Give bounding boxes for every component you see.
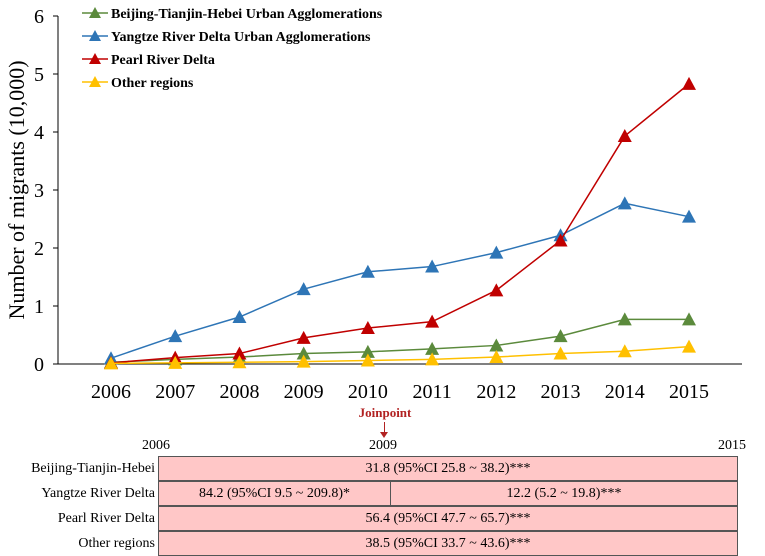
bar-yrd-segment-1: 84.2 (95%CI 9.5 ~ 209.8)* (158, 481, 391, 506)
legend-entry-0: Beijing-Tianjin-Hebei Urban Agglomeratio… (111, 7, 383, 22)
series-line-0 (110, 318, 689, 364)
series-0-point (617, 312, 632, 326)
x-tick-label: 2006 (91, 381, 131, 403)
year-start-label: 2006 (142, 438, 170, 453)
series-line-3 (110, 345, 690, 365)
series-1-point (617, 196, 632, 210)
series-0-point (682, 312, 696, 326)
series-2-point (232, 346, 247, 360)
bar-yrd-segment-2: 12.2 (5.2 ~ 19.8)*** (390, 481, 738, 506)
series-3-point (232, 355, 247, 369)
row-label-other: Other regions (78, 536, 155, 551)
series-3-point (104, 356, 118, 370)
y-axis-label: Number of migrants (10,000) (4, 60, 29, 319)
y-tick-label: 2 (34, 238, 44, 260)
y-tick-label: 4 (34, 122, 44, 144)
series-2-point (489, 283, 504, 297)
x-tick-label: 2013 (541, 381, 581, 403)
series-1-point (232, 310, 247, 324)
series-2-point (360, 321, 375, 335)
series-1-point (168, 329, 183, 343)
legend-marker-2 (89, 53, 101, 64)
series-line-2 (110, 83, 690, 364)
y-tick-label: 0 (34, 354, 44, 376)
line-chart: 0 1 2 3 4 5 6 2006 2007 2008 2009 2010 2011 2012 2013… (4, 6, 742, 403)
y-tick-label: 1 (34, 296, 44, 318)
series-3-point (617, 344, 632, 358)
x-tick-label: 2008 (219, 381, 259, 403)
series-2-point (425, 314, 440, 328)
joinpoint-table: Joinpoint 2006 2009 2015 Beijing-Tianjin… (0, 405, 765, 556)
year-joint-label: 2009 (369, 438, 397, 453)
series-3-point (296, 354, 311, 368)
series-0-point (553, 329, 568, 343)
x-tick-labels: 2006 2007 2008 2009 2010 2011 2012 2013 2014 2015 (91, 381, 709, 403)
series-3-point (489, 350, 504, 364)
legend-marker-3 (89, 76, 101, 87)
series-3-point (425, 352, 440, 366)
legend-entry-1: Yangtze River Delta Urban Agglomerations (111, 30, 371, 45)
x-tick-label: 2011 (412, 381, 451, 403)
x-tick-label: 2010 (348, 381, 388, 403)
series-0-point (296, 346, 311, 360)
series-3-point (553, 346, 568, 360)
series-2-point (553, 233, 568, 247)
series-1-point (489, 245, 504, 259)
series-3-point (168, 355, 183, 369)
bar-prd-segment: 56.4 (95%CI 47.7 ~ 65.7)*** (158, 506, 738, 531)
series-1-point (360, 264, 375, 278)
series-0-point (425, 341, 440, 355)
series-1-point (682, 209, 696, 223)
x-tick-label: 2015 (669, 381, 709, 403)
bar-other-segment: 38.5 (95%CI 33.7 ~ 43.6)*** (158, 531, 738, 556)
bar-bth-segment: 31.8 (95%CI 25.8 ~ 38.2)*** (158, 456, 738, 481)
x-tick-label: 2012 (476, 381, 516, 403)
x-tick-label: 2007 (155, 381, 195, 403)
chart-legend: Beijing-Tianjin-Hebei Urban Agglomeratio… (82, 7, 383, 91)
x-tick-label: 2014 (605, 381, 645, 403)
legend-marker-0 (89, 7, 101, 18)
legend-marker-1 (89, 30, 101, 41)
series-1-point (425, 259, 440, 273)
series-2-point (617, 129, 632, 143)
series-3-point (360, 353, 375, 367)
joinpoint-label: Joinpoint (358, 405, 412, 420)
series-3-point (682, 339, 696, 353)
legend-entry-3: Other regions (111, 76, 194, 91)
y-tick-label: 3 (34, 180, 44, 202)
series-line-1 (110, 202, 690, 359)
series-0-point (489, 338, 504, 352)
row-label-bth: Beijing-Tianjin-Hebei (31, 461, 155, 476)
row-label-prd: Pearl River Delta (57, 511, 155, 526)
series-2-point (682, 76, 696, 90)
chart-axes (53, 15, 742, 365)
legend-entry-2: Pearl River Delta (111, 53, 215, 68)
y-tick-labels: 0 1 2 3 4 5 6 (34, 6, 44, 376)
chart-series (104, 76, 696, 370)
y-tick-label: 6 (34, 6, 44, 28)
x-tick-label: 2009 (284, 381, 324, 403)
series-1-point (296, 282, 311, 296)
y-tick-label: 5 (34, 64, 44, 86)
joinpoint-arrow-icon (384, 422, 385, 434)
row-label-yrd: Yangtze River Delta (41, 486, 155, 501)
series-2-point (296, 330, 311, 344)
series-0-point (360, 344, 375, 358)
year-end-label: 2015 (718, 438, 746, 453)
joinpoint-arrowhead-icon (380, 432, 388, 438)
